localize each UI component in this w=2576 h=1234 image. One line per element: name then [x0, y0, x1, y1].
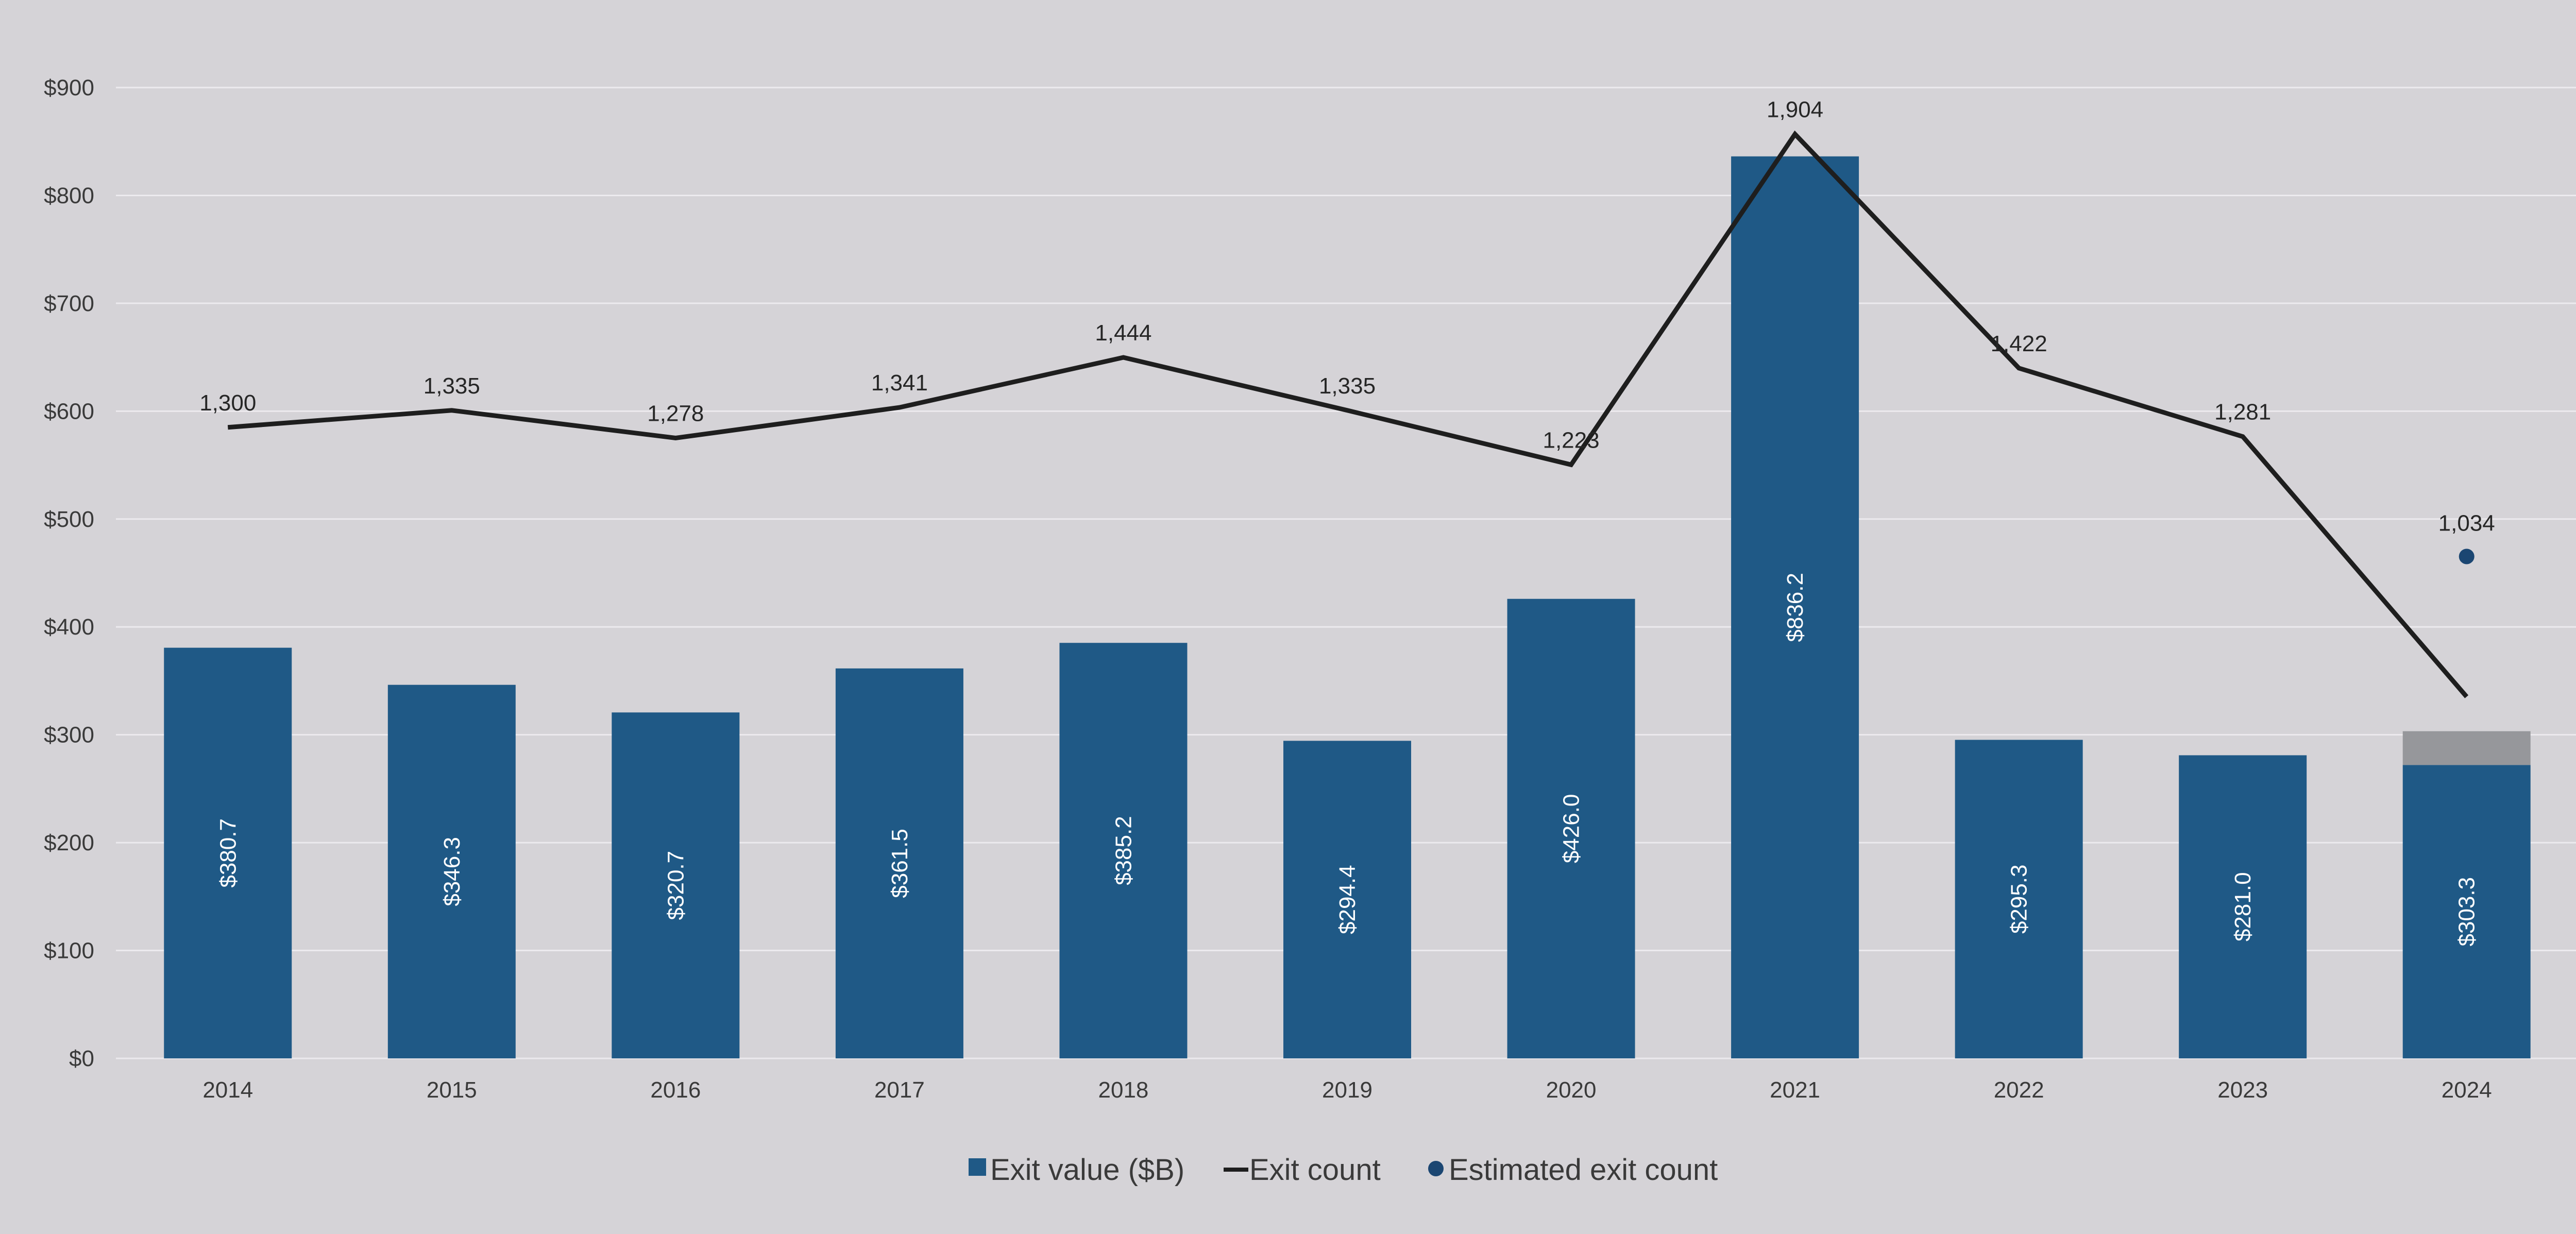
bar-2021 [1731, 156, 1859, 1059]
line-value-label: 1,335 [423, 373, 480, 399]
line-value-label: 1,422 [1991, 331, 2047, 356]
estimated-value-label: 1,034 [2438, 510, 2495, 536]
bar-value-label: $346.3 [439, 837, 465, 906]
left-axis-tick-label: $300 [44, 723, 94, 748]
bar-value-label: $836.2 [1783, 573, 1808, 642]
estimated-exit-count-point [2459, 549, 2475, 564]
bar-2023 [2179, 755, 2307, 1058]
legend-label-estimated-exit-count: Estimated exit count [1449, 1153, 1718, 1187]
bar-value-label: $426.0 [1559, 794, 1584, 864]
bars: $380.7 $346.3 $320.7 $361.5 $385.2 $294.4 $426… [164, 156, 2531, 1059]
bar-2022 [1955, 740, 2083, 1058]
left-axis-tick-label: $600 [44, 399, 94, 424]
left-axis-tick-label: $800 [44, 183, 94, 208]
x-axis-tick-label: 2016 [650, 1077, 701, 1103]
x-axis-tick-label: 2022 [1994, 1077, 2044, 1103]
line-value-label: 1,444 [1095, 320, 1151, 346]
legend-label-exit-count: Exit count [1249, 1153, 1381, 1187]
bar-value-label: $320.7 [663, 851, 688, 920]
exit-count-line [227, 130, 2469, 698]
x-axis: 2014 2015 2016 2017 2018 2019 2020 2021 2022 2023… [202, 1077, 2492, 1103]
x-axis-tick-label: 2020 [1546, 1077, 1597, 1103]
line-value-label: 1,335 [1319, 373, 1376, 399]
bar-2015 [387, 684, 516, 1058]
x-axis-tick-label: 2017 [874, 1077, 925, 1103]
left-axis-tick-label: $400 [44, 614, 94, 640]
legend-label-exit-value: Exit value ($B) [990, 1153, 1184, 1187]
bar-2020 [1507, 598, 1635, 1058]
exit-count-line-group: 1,300 1,335 1,278 1,341 1,444 1,335 1,223 1,904… [199, 97, 2495, 698]
bar-value-label: $361.5 [887, 829, 912, 898]
x-axis-tick-label: 2021 [1770, 1077, 1820, 1103]
x-axis-tick-label: 2015 [427, 1077, 477, 1103]
line-value-label: 1,278 [647, 401, 704, 426]
bar-2024-estimated-segment [2402, 731, 2531, 765]
bar-value-label: $303.3 [2454, 877, 2480, 947]
legend-marker-swatch [1428, 1161, 1444, 1176]
legend-bar-swatch [969, 1158, 986, 1176]
line-value-label: 1,281 [2214, 400, 2271, 425]
left-axis-tick-label: $700 [44, 291, 94, 316]
left-axis: $0 $100 $200 $300 $400 $500 $600 $700 $800 $900 [44, 75, 94, 1071]
bar-value-label: $294.4 [1335, 865, 1360, 934]
line-value-label: 1,904 [1767, 97, 1823, 122]
bar-2014 [164, 647, 292, 1058]
left-axis-tick-label: $200 [44, 830, 94, 855]
bar-value-label: $295.3 [2007, 864, 2032, 934]
x-axis-tick-label: 2023 [2217, 1077, 2268, 1103]
bar-2019 [1283, 741, 1411, 1058]
left-axis-tick-label: $900 [44, 75, 94, 100]
bar-value-label: $380.7 [215, 818, 241, 888]
x-axis-tick-label: 2024 [2442, 1077, 2492, 1103]
legend: Exit value ($B) Exit count Estimated exit … [969, 1153, 1718, 1187]
line-value-label: 1,341 [871, 370, 928, 396]
bar-2018 [1059, 643, 1188, 1058]
grid-lines [116, 87, 2576, 1059]
bar-value-label: $385.2 [1111, 816, 1136, 885]
bar-2017 [835, 668, 963, 1058]
bar-value-label: $281.0 [2230, 872, 2256, 941]
bar-2024 [2402, 765, 2531, 1058]
x-axis-tick-label: 2019 [1322, 1077, 1372, 1103]
line-value-label: 1,223 [1543, 427, 1599, 453]
left-axis-tick-label: $500 [44, 507, 94, 532]
left-axis-tick-label: $0 [69, 1046, 94, 1071]
x-axis-tick-label: 2018 [1098, 1077, 1149, 1103]
bar-2016 [612, 712, 740, 1058]
line-value-label: 1,300 [199, 390, 256, 416]
x-axis-tick-label: 2014 [202, 1077, 253, 1103]
left-axis-tick-label: $100 [44, 938, 94, 964]
